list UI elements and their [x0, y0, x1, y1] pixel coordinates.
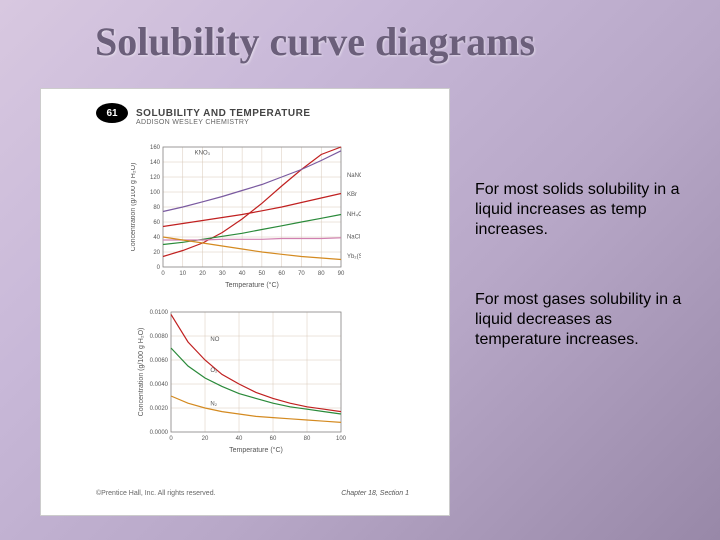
svg-text:120: 120 — [150, 175, 161, 181]
svg-text:O₂: O₂ — [210, 368, 218, 374]
figure-footer-left: ©Prentice Hall, Inc. All rights reserved… — [96, 490, 216, 497]
svg-text:Concentration (g/100 g H₂O): Concentration (g/100 g H₂O) — [131, 163, 137, 252]
figure-title: SOLUBILITY AND TEMPERATURE — [136, 108, 310, 119]
svg-text:Temperature (°C): Temperature (°C) — [225, 281, 279, 289]
svg-text:KNO₃: KNO₃ — [195, 151, 211, 157]
svg-text:100: 100 — [336, 436, 347, 442]
figure-subtitle: ADDISON WESLEY CHEMISTRY — [136, 119, 249, 126]
gases-solubility-chart: 0 20 40 60 80 100 0.0000 0.0020 0.0040 0.0060 0.00… — [131, 304, 361, 454]
svg-text:20: 20 — [153, 250, 160, 256]
svg-text:0: 0 — [157, 265, 161, 271]
svg-text:KBr: KBr — [347, 192, 357, 198]
svg-text:30: 30 — [219, 271, 226, 277]
svg-text:NO: NO — [210, 337, 219, 343]
svg-text:0.0080: 0.0080 — [150, 334, 169, 340]
svg-text:Concentration (g/100 g H₂O): Concentration (g/100 g H₂O) — [138, 328, 145, 417]
svg-text:90: 90 — [338, 271, 345, 277]
svg-text:20: 20 — [199, 271, 206, 277]
svg-text:60: 60 — [270, 436, 277, 442]
description-solids: For most solids solubility in a liquid i… — [475, 180, 685, 240]
svg-text:40: 40 — [239, 271, 246, 277]
svg-text:NH₄Cl: NH₄Cl — [347, 212, 361, 218]
figure-panel: 61 SOLUBILITY AND TEMPERATURE ADDISON WE… — [40, 88, 450, 516]
svg-text:N₂: N₂ — [210, 402, 217, 408]
svg-text:160: 160 — [150, 145, 161, 151]
svg-text:40: 40 — [236, 436, 243, 442]
svg-text:0.0060: 0.0060 — [150, 358, 169, 364]
svg-text:20: 20 — [202, 436, 209, 442]
svg-text:0: 0 — [161, 271, 165, 277]
svg-text:NaCl: NaCl — [347, 235, 360, 241]
svg-text:0: 0 — [169, 436, 173, 442]
svg-text:100: 100 — [150, 190, 161, 196]
figure-footer-right: Chapter 18, Section 1 — [341, 490, 409, 497]
svg-text:0.0100: 0.0100 — [150, 310, 169, 316]
svg-text:0.0000: 0.0000 — [150, 430, 169, 436]
svg-text:NaNO₃: NaNO₃ — [347, 173, 361, 179]
svg-text:80: 80 — [153, 205, 160, 211]
svg-text:Temperature (°C): Temperature (°C) — [229, 446, 283, 454]
svg-text:10: 10 — [179, 271, 186, 277]
svg-text:140: 140 — [150, 160, 161, 166]
svg-text:80: 80 — [304, 436, 311, 442]
description-gases: For most gases solubility in a liquid de… — [475, 290, 695, 350]
svg-text:70: 70 — [298, 271, 305, 277]
figure-number-badge: 61 — [96, 103, 128, 123]
svg-text:60: 60 — [278, 271, 285, 277]
svg-text:0.0040: 0.0040 — [150, 382, 169, 388]
svg-text:60: 60 — [153, 220, 160, 226]
svg-text:40: 40 — [153, 235, 160, 241]
svg-text:50: 50 — [259, 271, 266, 277]
svg-text:0.0020: 0.0020 — [150, 406, 169, 412]
solids-solubility-chart: 0 10 20 30 40 50 60 70 80 90 0 20 40 60 80 100 120 140 160… — [131, 139, 361, 289]
svg-text:Yb₂(SO₄)₃: Yb₂(SO₄)₃ — [347, 254, 361, 260]
slide-title: Solubility curve diagrams — [95, 18, 535, 65]
svg-text:80: 80 — [318, 271, 325, 277]
